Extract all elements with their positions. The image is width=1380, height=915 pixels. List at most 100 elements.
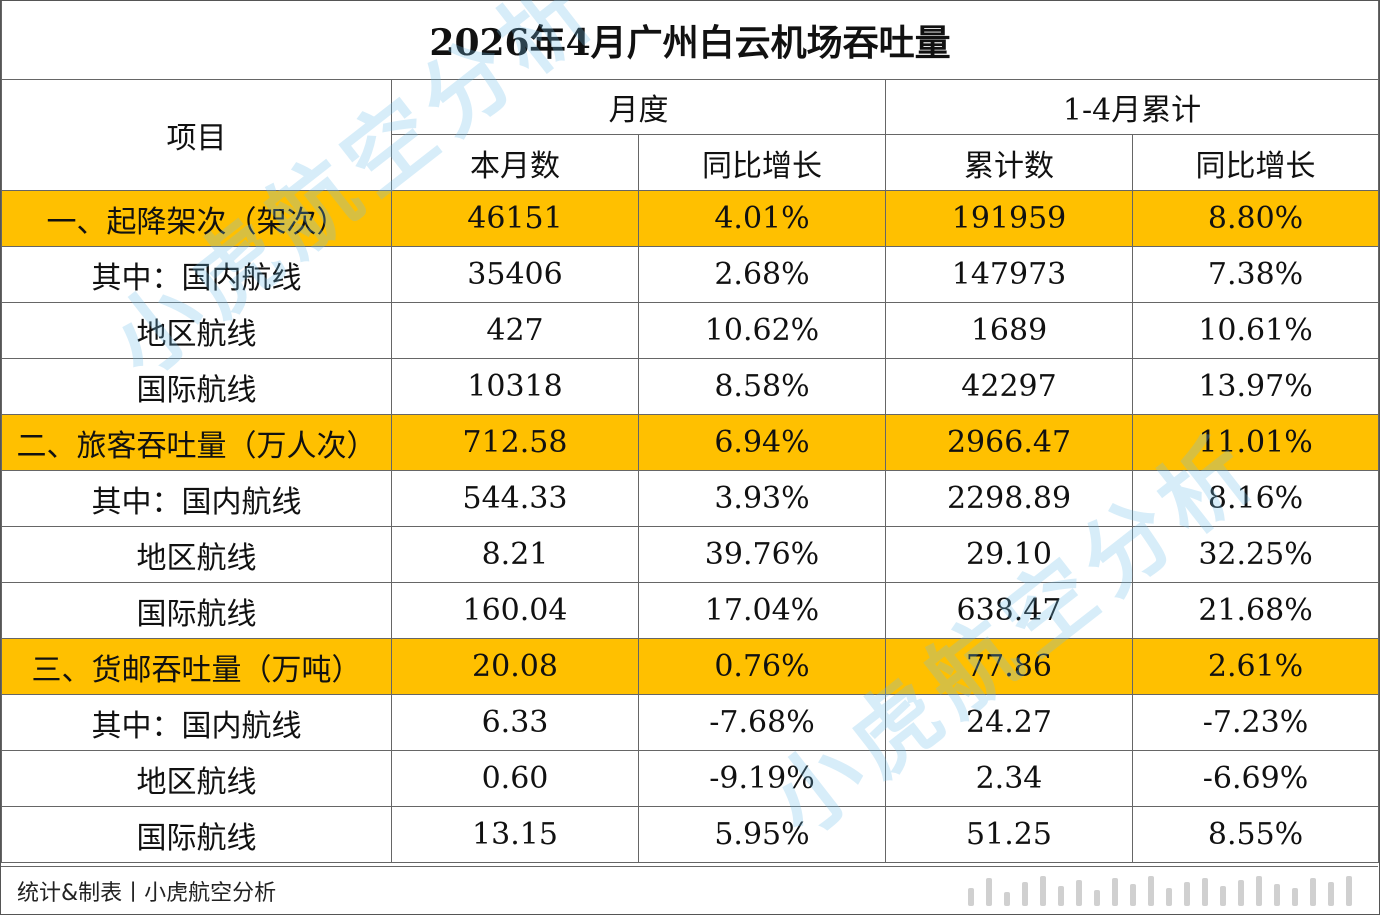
cumulative-yoy-value: 7.38% <box>1131 246 1380 303</box>
month-yoy-value: 39.76% <box>638 526 886 583</box>
cumulative-yoy-value: 32.25% <box>1131 526 1380 583</box>
month-value: 712.58 <box>391 414 639 471</box>
month-yoy-value: 10.62% <box>638 302 886 359</box>
header-yoy-monthly: 同比增长 <box>638 134 886 191</box>
row-label: 国际航线 <box>1 806 392 863</box>
row-label: 国际航线 <box>1 582 392 639</box>
cumulative-value: 191959 <box>885 190 1133 247</box>
header-yoy-cumulative: 同比增长 <box>1131 134 1380 191</box>
row-label: 国际航线 <box>1 358 392 415</box>
table-row: 国际航线 10318 8.58% 42297 13.97% <box>1 358 1380 415</box>
table-row: 二、旅客吞吐量（万人次） 712.58 6.94% 2966.47 11.01% <box>1 414 1380 471</box>
title-row: 2026年4月广州白云机场吞吐量 <box>0 1 1380 80</box>
header-this-month: 本月数 <box>391 134 639 191</box>
footer: 统计&制表丨小虎航空分析 <box>1 866 1378 915</box>
cumulative-value: 1689 <box>885 302 1133 359</box>
bar-mark <box>1184 882 1190 906</box>
month-yoy-value: 5.95% <box>638 806 886 863</box>
bar-mark <box>1202 878 1208 906</box>
bar-mark <box>968 888 974 906</box>
month-yoy-value: 4.01% <box>638 190 886 247</box>
cumulative-value: 2.34 <box>885 750 1133 807</box>
throughput-table: 2026年4月广州白云机场吞吐量 项目 月度 1-4月累计 本月数 同比增长 累… <box>0 1 1380 863</box>
month-value: 0.60 <box>391 750 639 807</box>
header-row-group: 项目 月度 1-4月累计 <box>1 79 1380 191</box>
header-cumulative: 1-4月累计 <box>884 79 1380 135</box>
table-row: 地区航线 0.60 -9.19% 2.34 -6.69% <box>1 750 1380 807</box>
month-yoy-value: 17.04% <box>638 582 886 639</box>
cumulative-yoy-value: 8.55% <box>1131 806 1380 863</box>
cumulative-value: 24.27 <box>885 694 1133 751</box>
row-label: 地区航线 <box>1 302 392 359</box>
cumulative-yoy-value: -7.23% <box>1131 694 1380 751</box>
bar-mark <box>1274 884 1280 906</box>
cumulative-yoy-value: 11.01% <box>1131 414 1380 471</box>
month-value: 13.15 <box>391 806 639 863</box>
barcode-decoration-icon <box>956 876 1352 906</box>
bar-mark <box>1292 888 1298 906</box>
page-title: 2026年4月广州白云机场吞吐量 <box>0 1 1380 80</box>
row-label: 二、旅客吞吐量（万人次） <box>1 414 392 471</box>
month-value: 10318 <box>391 358 639 415</box>
bar-mark <box>1166 888 1172 906</box>
bar-mark <box>1310 878 1316 906</box>
cumulative-value: 147973 <box>885 246 1133 303</box>
table-row: 国际航线 160.04 17.04% 638.47 21.68% <box>1 582 1380 639</box>
table-row: 地区航线 427 10.62% 1689 10.61% <box>1 302 1380 359</box>
bar-mark <box>1220 886 1226 906</box>
bar-mark <box>1256 876 1262 906</box>
bar-mark <box>1328 882 1334 906</box>
bar-mark <box>1346 876 1352 906</box>
cumulative-yoy-value: 10.61% <box>1131 302 1380 359</box>
cumulative-yoy-value: -6.69% <box>1131 750 1380 807</box>
row-label: 三、货邮吞吐量（万吨） <box>1 638 392 695</box>
month-value: 427 <box>391 302 639 359</box>
bar-mark <box>1094 890 1100 906</box>
bar-mark <box>1040 876 1046 906</box>
row-label: 其中：国内航线 <box>1 470 392 527</box>
table-row: 其中：国内航线 6.33 -7.68% 24.27 -7.23% <box>1 694 1380 751</box>
row-label: 其中：国内航线 <box>1 246 392 303</box>
cumulative-value: 2298.89 <box>885 470 1133 527</box>
month-value: 35406 <box>391 246 639 303</box>
bar-mark <box>1058 886 1064 906</box>
header-row-sub: 本月数 同比增长 累计数 同比增长 <box>2 134 1380 191</box>
header-monthly: 月度 <box>391 79 886 135</box>
table-row: 国际航线 13.15 5.95% 51.25 8.55% <box>1 806 1380 863</box>
cumulative-yoy-value: 8.80% <box>1131 190 1380 247</box>
bar-mark <box>1238 880 1244 906</box>
cumulative-yoy-value: 13.97% <box>1131 358 1380 415</box>
cumulative-value: 638.47 <box>885 582 1133 639</box>
month-value: 544.33 <box>391 470 639 527</box>
month-yoy-value: 0.76% <box>638 638 886 695</box>
month-yoy-value: 3.93% <box>638 470 886 527</box>
month-value: 160.04 <box>391 582 639 639</box>
bar-mark <box>1112 878 1118 906</box>
bar-mark <box>1076 880 1082 906</box>
table-row: 地区航线 8.21 39.76% 29.10 32.25% <box>1 526 1380 583</box>
cumulative-value: 42297 <box>885 358 1133 415</box>
bar-mark <box>986 878 992 906</box>
bar-mark <box>1130 884 1136 906</box>
cumulative-value: 29.10 <box>885 526 1133 583</box>
cumulative-value: 2966.47 <box>885 414 1133 471</box>
footer-credit: 统计&制表丨小虎航空分析 <box>17 881 277 906</box>
bar-mark <box>1148 876 1154 906</box>
month-yoy-value: -9.19% <box>638 750 886 807</box>
cumulative-yoy-value: 2.61% <box>1131 638 1380 695</box>
table-row: 一、起降架次（架次） 46151 4.01% 191959 8.80% <box>1 190 1380 247</box>
cumulative-value: 51.25 <box>885 806 1133 863</box>
month-yoy-value: 2.68% <box>638 246 886 303</box>
month-yoy-value: -7.68% <box>638 694 886 751</box>
month-value: 20.08 <box>391 638 639 695</box>
row-label: 地区航线 <box>1 526 392 583</box>
cumulative-yoy-value: 8.16% <box>1131 470 1380 527</box>
table-row: 其中：国内航线 35406 2.68% 147973 7.38% <box>1 246 1380 303</box>
cumulative-value: 77.86 <box>885 638 1133 695</box>
bar-mark <box>1004 892 1010 906</box>
row-label: 地区航线 <box>1 750 392 807</box>
month-value: 8.21 <box>391 526 639 583</box>
month-value: 6.33 <box>391 694 639 751</box>
month-value: 46151 <box>391 190 639 247</box>
row-label: 一、起降架次（架次） <box>1 190 392 247</box>
